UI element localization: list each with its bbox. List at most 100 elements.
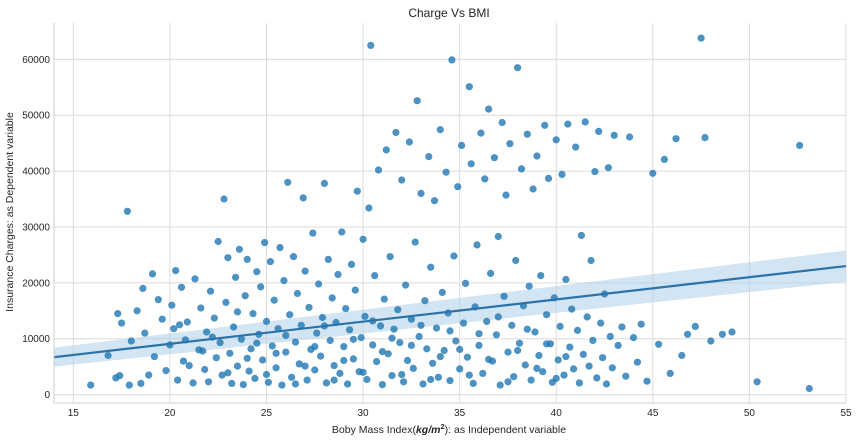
data-point: [753, 378, 761, 386]
data-point: [235, 245, 243, 253]
data-point: [487, 269, 495, 277]
x-axis-label-unit: kg/m: [416, 424, 441, 436]
data-point: [328, 294, 336, 302]
data-point: [266, 258, 274, 266]
data-point: [318, 313, 327, 322]
data-point: [562, 353, 570, 361]
data-point: [805, 384, 813, 393]
data-point: [380, 295, 388, 303]
data-point: [148, 270, 157, 278]
data-point: [419, 380, 427, 388]
data-point: [525, 282, 533, 290]
data-point: [591, 168, 599, 176]
data-point: [602, 380, 611, 388]
regression-line-layer: [53, 264, 847, 359]
data-point: [541, 121, 549, 129]
y-tick-label: 20000: [22, 278, 50, 289]
data-point: [543, 340, 551, 348]
data-point: [442, 168, 450, 176]
x-tick-label: 15: [68, 408, 80, 419]
data-point: [388, 372, 396, 380]
data-point: [517, 165, 526, 173]
data-point: [311, 366, 319, 374]
data-point: [446, 377, 454, 385]
data-point: [510, 373, 518, 381]
data-point: [454, 183, 462, 191]
data-point: [340, 343, 348, 351]
data-point: [554, 356, 562, 364]
data-point: [593, 374, 601, 382]
data-point: [278, 381, 286, 389]
data-point: [475, 330, 483, 338]
data-point: [572, 143, 580, 151]
data-point: [220, 195, 228, 203]
data-point: [272, 364, 280, 372]
data-point: [496, 381, 504, 389]
data-point: [253, 268, 261, 276]
data-point: [369, 341, 377, 349]
data-point: [349, 355, 357, 363]
data-point: [427, 375, 435, 384]
data-point: [467, 160, 475, 168]
data-point: [154, 296, 162, 304]
data-point: [330, 376, 338, 384]
data-point: [533, 152, 541, 160]
data-point: [423, 345, 431, 353]
data-point: [425, 153, 433, 161]
data-point: [643, 377, 651, 385]
data-point: [330, 362, 338, 370]
data-point: [301, 362, 309, 370]
data-point: [268, 342, 276, 350]
data-point: [317, 352, 325, 360]
data-point: [568, 305, 576, 313]
data-point: [342, 305, 350, 313]
data-point: [245, 367, 253, 375]
data-point: [177, 283, 186, 291]
data-point: [371, 272, 379, 280]
data-point: [461, 279, 470, 287]
data-point: [384, 350, 392, 358]
data-point: [118, 319, 126, 327]
data-point: [127, 337, 135, 345]
data-point: [718, 330, 727, 338]
data-point: [247, 345, 255, 353]
data-point: [583, 313, 591, 321]
y-tick-label: 10000: [22, 334, 50, 345]
data-point: [320, 179, 328, 187]
data-point: [485, 105, 493, 113]
data-point: [666, 369, 674, 377]
data-point: [506, 140, 514, 148]
x-axis-label-exponent: 2: [440, 422, 444, 431]
data-point: [222, 298, 230, 306]
data-point: [691, 322, 699, 330]
data-point: [504, 348, 512, 356]
confidence-band-layer: [54, 250, 846, 367]
data-point: [357, 334, 365, 342]
data-point: [336, 369, 344, 377]
data-point: [243, 354, 251, 362]
y-tick-label: 50000: [22, 111, 50, 122]
data-point: [185, 362, 193, 370]
x-tick-label: 45: [647, 408, 659, 419]
data-point: [529, 185, 537, 193]
data-point: [672, 135, 680, 143]
data-point: [533, 364, 541, 372]
data-point: [796, 141, 804, 149]
data-point: [305, 303, 313, 311]
data-point: [492, 331, 500, 339]
data-point: [291, 338, 300, 346]
data-point: [289, 253, 298, 261]
data-point: [684, 330, 692, 338]
y-tick-label: 0: [44, 390, 50, 401]
data-point: [344, 380, 352, 388]
tick-labels: 15 20 25 30 35 40 45 50 55 0 10000 20000 30000 40000 5…: [22, 55, 852, 419]
data-point: [521, 361, 529, 369]
data-point: [365, 204, 373, 212]
data-point: [388, 334, 396, 342]
data-point: [141, 329, 149, 337]
data-point: [359, 235, 367, 243]
data-point: [417, 189, 425, 197]
data-point: [191, 275, 199, 283]
data-point: [299, 194, 307, 202]
data-point: [562, 275, 570, 284]
